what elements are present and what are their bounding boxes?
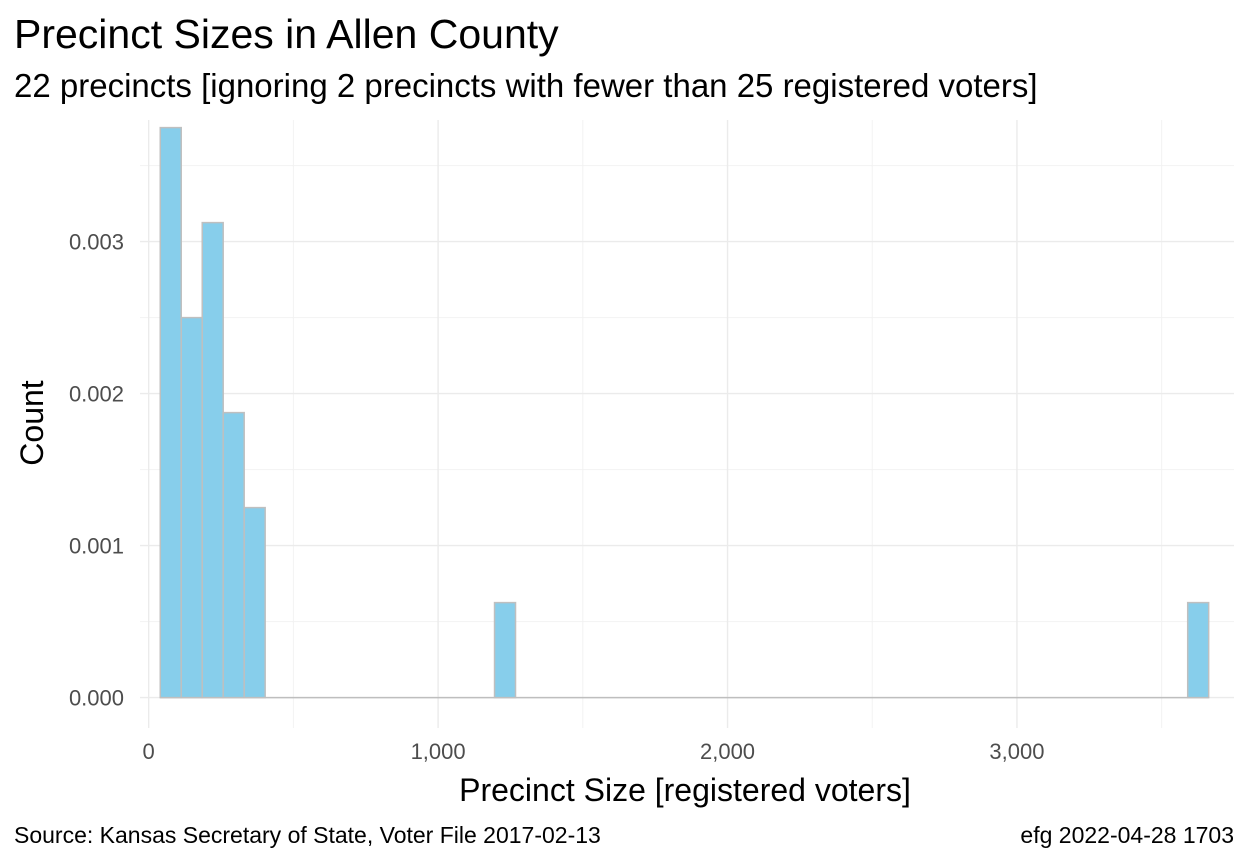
y-tick-label: 0.002 <box>69 382 124 407</box>
histogram-bar <box>201 221 224 699</box>
histogram-bar <box>243 506 266 699</box>
histogram-bar <box>222 411 245 699</box>
y-axis-ticks: 0.000 0.001 0.002 0.003 <box>69 230 124 711</box>
x-tick-label: 1,000 <box>411 739 466 764</box>
grid-lines <box>140 120 1234 728</box>
x-axis-title: Precinct Size [registered voters] <box>459 772 911 808</box>
histogram-bar <box>180 316 203 699</box>
x-tick-label: 3,000 <box>989 739 1044 764</box>
x-tick-label: 0 <box>143 739 155 764</box>
author-caption: efg 2022-04-28 1703 <box>1020 822 1234 848</box>
histogram-bar <box>1186 601 1210 699</box>
y-tick-label: 0.001 <box>69 534 124 559</box>
chart-subtitle: 22 precincts [ignoring 2 precincts with … <box>14 67 1038 104</box>
x-tick-label: 2,000 <box>700 739 755 764</box>
x-axis-ticks: 0 1,000 2,000 3,000 <box>143 739 1045 764</box>
chart-title: Precinct Sizes in Allen County <box>14 11 559 57</box>
y-tick-label: 0.003 <box>69 230 124 255</box>
histogram-bar <box>159 126 182 699</box>
histogram-bars <box>159 126 1210 699</box>
y-tick-label: 0.000 <box>69 686 124 711</box>
y-axis-title: Count <box>14 380 50 466</box>
histogram-bar <box>493 601 517 699</box>
source-caption: Source: Kansas Secretary of State, Voter… <box>14 822 601 848</box>
